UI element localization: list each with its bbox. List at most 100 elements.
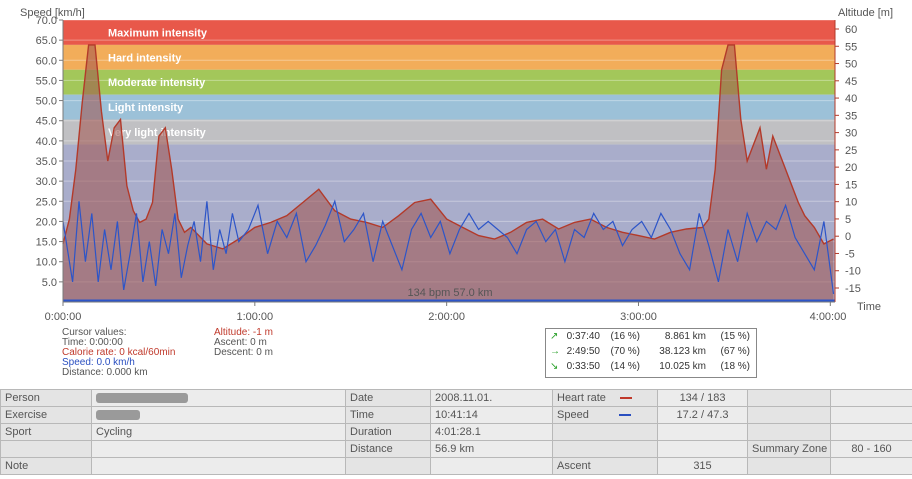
left-tick-label: 50.0 [36,96,57,108]
zone-label: Maximum intensity [108,27,208,39]
duration-value: 4:01:28.1 [430,423,553,441]
empty-cell [552,423,658,441]
left-tick-label: 40.0 [36,136,57,148]
cursor-descent: Descent: 0 m [214,347,273,358]
center-annotation: 134 bpm 57.0 km [408,287,493,299]
right-tick-label: 30 [845,128,857,140]
left-tick-label: 30.0 [36,176,57,188]
uphill-distance: 8.861 km [664,331,706,342]
table-row: Sport Cycling Duration 4:01:28.1 [0,423,912,441]
empty-cell [91,440,346,458]
right-tick-label: 60 [845,24,857,36]
right-tick-label: 20 [845,162,857,174]
empty-cell [747,389,831,407]
right-tick-label: -10 [845,266,861,278]
left-tick-label: 45.0 [36,116,57,128]
cursor-speed: Speed: 0.0 km/h [62,357,135,368]
x-tick-label: 3:00:00 [620,311,657,323]
x-axis-label: Time [857,301,881,313]
flat-time-pct: (70 %) [610,346,640,357]
note-value [91,457,346,475]
sport-value: Cycling [91,423,346,441]
empty-cell [747,406,831,424]
right-axis-label: Altitude [m] [838,7,893,19]
heart-rate-area [63,44,834,303]
person-value [91,389,346,407]
cursor-altitude-panel: Altitude: -1 m Ascent: 0 m Descent: 0 m [214,328,273,358]
zone-band [63,20,835,45]
stats-row-downhill: ↘ 0:33:50 (14 %) 10.025 km (18 %) [546,360,756,374]
cursor-ascent: Ascent: 0 m [214,337,267,348]
downhill-time-pct: (14 %) [610,361,640,372]
person-label: Person [0,389,92,407]
slope-stats-box: ↗ 0:37:40 (16 %) 8.861 km (15 %) → 2:49:… [545,328,757,378]
distance-label: Distance [345,440,431,458]
empty-cell [747,423,831,441]
flat-arrow-icon: → [550,346,560,357]
zone-label: Moderate intensity [108,77,206,89]
redacted-exercise [96,410,140,421]
zone-label: Very light intensity [108,127,207,139]
right-tick-label: -15 [845,283,861,295]
table-row: Person Date 2008.11.01. Heart rate 134 /… [0,389,912,407]
downhill-time: 0:33:50 [566,361,600,372]
zone-label: Light intensity [108,102,184,114]
chart-canvas[interactable]: Maximum intensity Hard intensity Moderate … [0,0,912,330]
speed-label-cell: Speed [552,406,658,424]
speed-label: Speed [557,409,589,421]
right-tick-label: 50 [845,59,857,71]
hr-value: 134 / 183 [657,389,748,407]
duration-label: Duration [345,423,431,441]
cursor-altitude: Altitude: -1 m [214,327,273,338]
right-tick-label: 5 [845,214,851,226]
zone-label: Hard intensity [108,52,182,64]
downhill-distance-pct: (18 %) [720,361,750,372]
summary-zone-value: 80 - 160 [830,440,912,458]
summary-table: Person Date 2008.11.01. Heart rate 134 /… [0,389,912,475]
zone-band [63,119,835,145]
cursor-distance: Distance: 0.000 km [62,367,148,378]
empty-cell [657,423,748,441]
table-row: Distance 56.9 km Summary Zone 80 - 160 [0,440,912,458]
empty-cell [552,440,658,458]
left-tick-label: 10.0 [36,257,57,269]
time-value: 10:41:14 [430,406,553,424]
empty-cell [830,457,912,475]
empty-cell [830,389,912,407]
empty-cell [0,440,92,458]
uphill-distance-pct: (15 %) [720,331,750,342]
right-tick-label: 25 [845,145,857,157]
right-tick-label: -5 [845,248,855,260]
left-tick-label: 70.0 [36,15,57,27]
empty-cell [830,406,912,424]
empty-cell [345,457,431,475]
empty-cell [830,423,912,441]
x-tick-label: 0:00:00 [45,311,82,323]
left-tick-label: 55.0 [36,75,57,87]
cursor-time: Time: 0:00:00 [62,337,123,348]
stats-row-flat: → 2:49:50 (70 %) 38.123 km (67 %) [546,345,756,359]
hr-label: Heart rate [557,392,606,404]
left-axis-label: Speed [km/h] [20,7,85,19]
uphill-arrow-icon: ↗ [550,331,559,342]
right-tick-label: 0 [845,231,851,243]
date-value: 2008.11.01. [430,389,553,407]
x-tick-label: 1:00:00 [236,311,273,323]
right-tick-label: 35 [845,110,857,122]
speed-line [62,199,835,294]
exercise-value [91,406,346,424]
sport-label: Sport [0,423,92,441]
cursor-values-panel: Cursor values: Time: 0:00:00 Calorie rat… [62,328,175,378]
downhill-arrow-icon: ↘ [550,361,559,372]
right-tick-label: 40 [845,93,857,105]
downhill-distance: 10.025 km [659,361,706,372]
cursor-title: Cursor values: [62,327,127,338]
left-tick-label: 15.0 [36,237,57,249]
left-tick-label: 25.0 [36,196,57,208]
date-label: Date [345,389,431,407]
time-label: Time [345,406,431,424]
zone-band [63,44,835,70]
left-tick-label: 60.0 [36,55,57,67]
distance-value: 56.9 km [430,440,553,458]
uphill-time-pct: (16 %) [610,331,640,342]
